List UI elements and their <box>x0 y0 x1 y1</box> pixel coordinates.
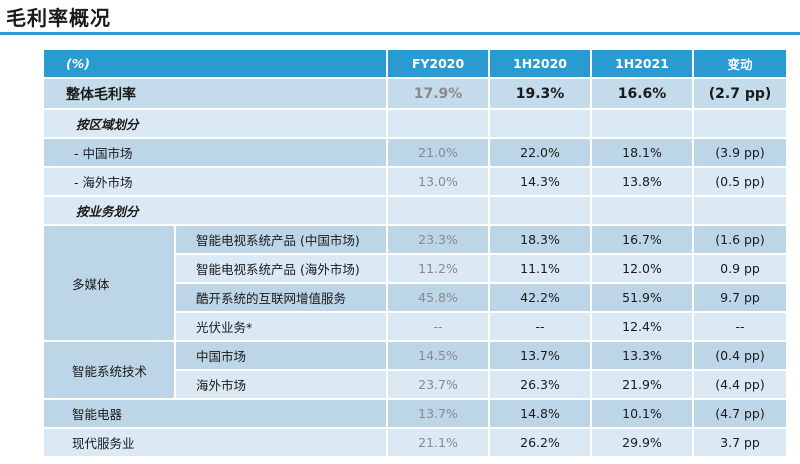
header-row: (%) FY2020 1H2020 1H2021 变动 <box>44 50 787 77</box>
business-section-label: 按业务划分 <box>44 197 387 224</box>
overall-change: (2.7 pp) <box>694 79 787 108</box>
overall-label: 整体毛利率 <box>44 79 387 108</box>
header-1h2021: 1H2021 <box>592 50 693 77</box>
table-row: 智能电器 13.7% 14.8% 10.1% (4.7 pp) <box>44 400 787 427</box>
services-label: 现代服务业 <box>44 429 387 456</box>
multimedia-group-label: 多媒体 <box>44 226 174 340</box>
smart-system-group-label: 智能系统技术 <box>44 342 174 398</box>
overall-fy2020: 17.9% <box>388 79 489 108</box>
table-row: - 海外市场 13.0% 14.3% 13.8% (0.5 pp) <box>44 168 787 195</box>
gross-margin-table: (%) FY2020 1H2020 1H2021 变动 整体毛利率 17.9% … <box>42 48 788 458</box>
region-overseas-label: - 海外市场 <box>44 168 387 195</box>
table-row: 酷开系统的互联网增值服务 45.8% 42.2% 51.9% 9.7 pp <box>44 284 787 311</box>
header-fy2020: FY2020 <box>388 50 489 77</box>
overall-1h2021: 16.6% <box>592 79 693 108</box>
overall-1h2020: 19.3% <box>490 79 591 108</box>
table-row-overall: 整体毛利率 17.9% 19.3% 16.6% (2.7 pp) <box>44 79 787 108</box>
appliances-label: 智能电器 <box>44 400 387 427</box>
table-row: - 中国市场 21.0% 22.0% 18.1% (3.9 pp) <box>44 139 787 166</box>
section-row-business: 按业务划分 <box>44 197 787 224</box>
table-row: 智能电视系统产品 (海外市场) 11.2% 11.1% 12.0% 0.9 pp <box>44 255 787 282</box>
table-row: 多媒体 智能电视系统产品 (中国市场) 23.3% 18.3% 16.7% (1… <box>44 226 787 340</box>
table-row: 智能系统技术 中国市场 14.5% 13.7% 13.3% (0.4 pp) <box>44 342 787 398</box>
header-1h2020: 1H2020 <box>490 50 591 77</box>
title-divider <box>0 32 800 35</box>
table-row: 海外市场 23.7% 26.3% 21.9% (4.4 pp) <box>44 371 787 398</box>
header-unit: (%) <box>44 50 387 77</box>
region-china-label: - 中国市场 <box>44 139 387 166</box>
table-row: 现代服务业 21.1% 26.2% 29.9% 3.7 pp <box>44 429 787 456</box>
header-change: 变动 <box>694 50 787 77</box>
section-row-region: 按区域划分 <box>44 110 787 137</box>
table-row: 光伏业务* -- -- 12.4% -- <box>44 313 787 340</box>
region-section-label: 按区域划分 <box>44 110 387 137</box>
page-title: 毛利率概况 <box>6 6 111 30</box>
